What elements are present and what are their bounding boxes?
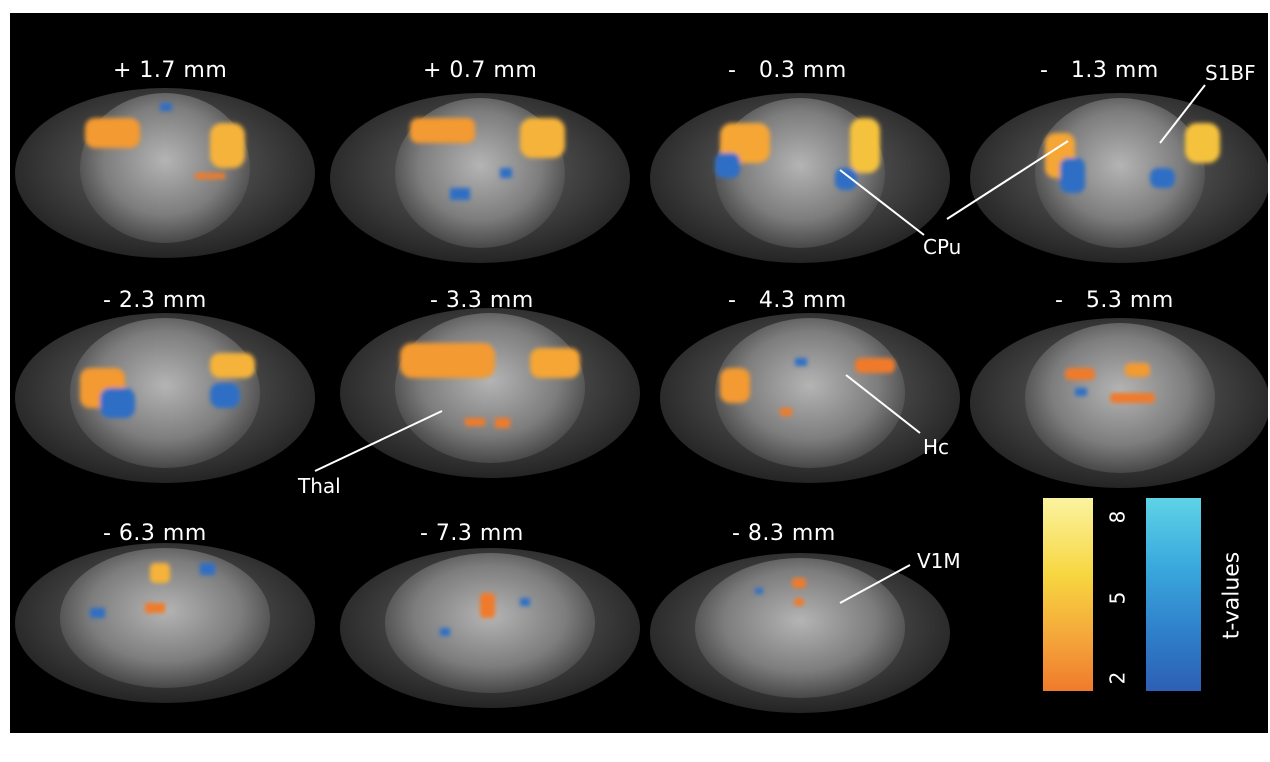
- colorbar-negative: [1146, 498, 1201, 691]
- slice-label-6: - 3.3 mm: [430, 288, 534, 313]
- slice-label-1: + 1.7 mm: [113, 58, 228, 83]
- mri-figure: + 1.7 mm + 0.7 mm - 0.3 mm - 1.3 mm - 2.…: [10, 13, 1268, 733]
- brain-slice-5: [15, 313, 315, 483]
- brain-slice-6: [340, 308, 640, 478]
- colorbar-title: t-values: [1219, 551, 1245, 640]
- slice-label-9: - 6.3 mm: [103, 521, 207, 546]
- slice-label-3: - 0.3 mm: [728, 58, 847, 83]
- brain-slice-10: [340, 548, 640, 708]
- annotation-hc: Hc: [923, 435, 950, 459]
- brain-slices-svg: [15, 84, 1268, 713]
- brain-slice-2: [330, 93, 630, 263]
- annotation-thal: Thal: [298, 474, 341, 498]
- slice-label-11: - 8.3 mm: [732, 521, 836, 546]
- brain-slice-4: [970, 93, 1268, 263]
- slice-label-7: - 4.3 mm: [728, 288, 847, 313]
- annotation-s1bf: S1BF: [1205, 61, 1256, 85]
- brain-slice-7: [660, 313, 960, 483]
- brain-slice-11: [650, 553, 950, 713]
- brain-slice-8: [970, 318, 1268, 488]
- colorbar-tick-8: 8: [1105, 510, 1130, 524]
- colorbar-tick-5: 5: [1105, 591, 1130, 605]
- slice-label-8: - 5.3 mm: [1055, 288, 1174, 313]
- slice-label-2: + 0.7 mm: [423, 58, 538, 83]
- annotation-cpu: CPu: [923, 235, 962, 259]
- annotation-v1m: V1M: [917, 549, 961, 573]
- slice-label-10: - 7.3 mm: [420, 521, 524, 546]
- slice-label-4: - 1.3 mm: [1040, 58, 1159, 83]
- annotation-lines: [314, 84, 1206, 604]
- brain-slice-1: [15, 88, 315, 258]
- colorbar-positive: [1043, 498, 1093, 691]
- slice-label-5: - 2.3 mm: [103, 288, 207, 313]
- colorbar-tick-2: 2: [1105, 671, 1130, 685]
- brain-slice-3: [650, 93, 950, 263]
- brain-slice-9: [15, 543, 315, 703]
